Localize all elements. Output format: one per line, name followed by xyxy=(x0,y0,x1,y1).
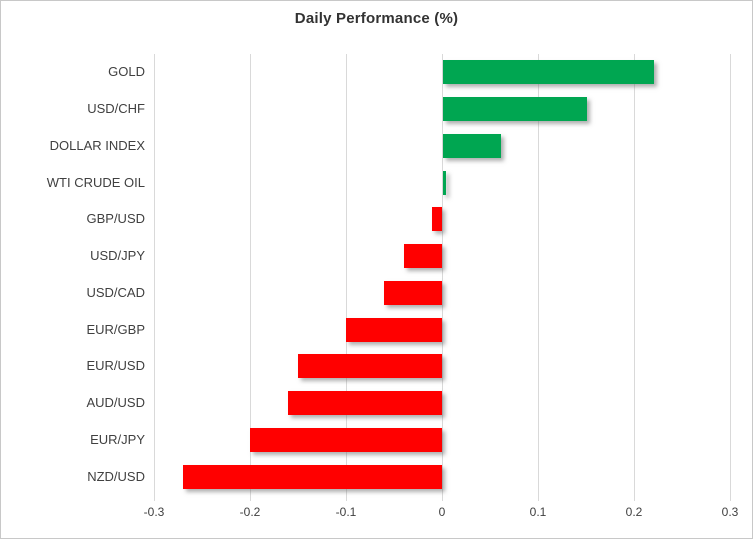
performance-bar xyxy=(288,391,442,416)
performance-bar xyxy=(298,354,442,379)
category-label: GBP/USD xyxy=(86,211,145,227)
x-tick-label: 0.2 xyxy=(625,505,643,519)
performance-bar xyxy=(182,464,442,489)
category-label: WTI CRUDE OIL xyxy=(46,174,145,190)
chart-title: Daily Performance (%) xyxy=(294,10,459,27)
category-label: AUD/USD xyxy=(86,395,145,411)
category-label: USD/JPY xyxy=(90,248,145,264)
x-gridline xyxy=(442,54,443,495)
x-axis-tick xyxy=(346,495,347,501)
category-label: EUR/GBP xyxy=(86,321,145,337)
performance-bar xyxy=(384,280,442,305)
x-axis-tick xyxy=(730,495,731,501)
category-label: DOLLAR INDEX xyxy=(49,137,145,153)
x-axis-tick xyxy=(442,495,443,501)
x-tick-label: -0.2 xyxy=(239,505,261,519)
x-axis-tick xyxy=(538,495,539,501)
x-gridline xyxy=(250,54,251,495)
x-axis-tick xyxy=(634,495,635,501)
category-label: USD/CHF xyxy=(87,101,145,117)
x-axis-tick xyxy=(250,495,251,501)
category-label: EUR/JPY xyxy=(90,431,145,447)
x-gridline xyxy=(538,54,539,495)
x-gridline xyxy=(346,54,347,495)
x-tick-label: 0.1 xyxy=(529,505,547,519)
performance-bar xyxy=(346,317,442,342)
performance-bar xyxy=(443,60,655,85)
performance-bar xyxy=(443,133,501,158)
x-gridline xyxy=(730,54,731,495)
performance-bar xyxy=(432,207,442,232)
performance-bar xyxy=(443,97,587,122)
x-tick-label: -0.3 xyxy=(143,505,165,519)
category-label: EUR/USD xyxy=(86,358,145,374)
performance-bar xyxy=(443,170,446,195)
x-axis-tick xyxy=(154,495,155,501)
x-tick-label: -0.1 xyxy=(335,505,357,519)
performance-bar xyxy=(403,244,442,269)
x-tick-label: 0.3 xyxy=(721,505,739,519)
x-gridline xyxy=(634,54,635,495)
x-gridline xyxy=(154,54,155,495)
performance-bar xyxy=(250,427,442,452)
category-label: NZD/USD xyxy=(87,468,145,484)
category-label: USD/CAD xyxy=(86,284,145,300)
category-label: GOLD xyxy=(108,64,145,80)
x-tick-label: 0 xyxy=(438,505,446,519)
